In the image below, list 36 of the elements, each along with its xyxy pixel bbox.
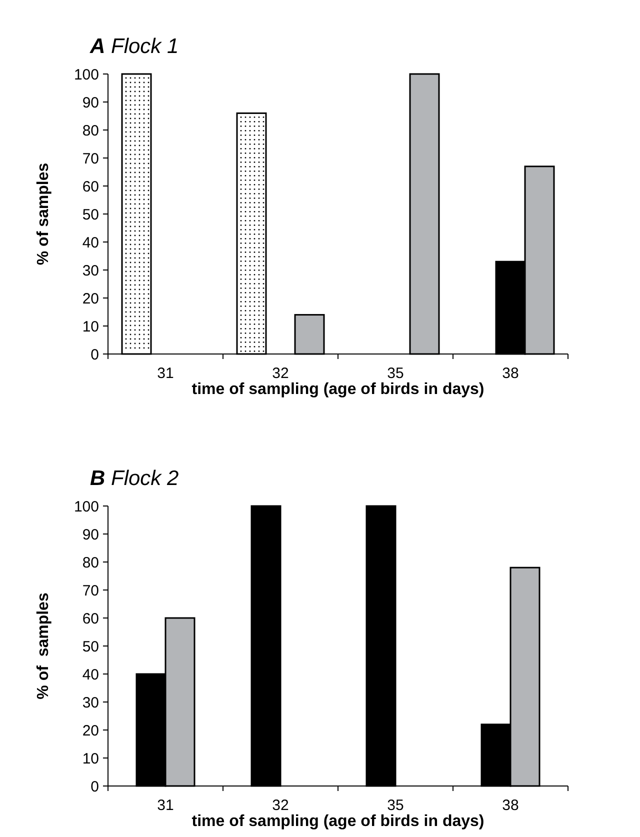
y-axis-title: % of samples: [35, 592, 52, 700]
y-tick-label: 80: [82, 554, 99, 572]
x-tick-label: 38: [502, 365, 519, 382]
x-axis-title: time of sampling (age of birds in days): [192, 813, 484, 830]
y-tick-label: 60: [82, 178, 99, 196]
x-tick-label: 31: [157, 365, 174, 382]
x-tick-label: 32: [272, 365, 289, 382]
x-axis-title: time of sampling (age of birds in days): [192, 381, 484, 398]
y-tick-label: 10: [82, 750, 99, 768]
y-tick-label: 30: [82, 694, 99, 712]
chart-title: A Flock 1: [89, 35, 179, 58]
y-tick-label: 40: [82, 234, 99, 252]
y-tick-label: 20: [82, 722, 99, 740]
y-tick-label: 90: [82, 94, 99, 112]
y-tick-label: 0: [90, 778, 99, 796]
x-tick-label: 35: [387, 365, 404, 382]
x-tick-label: 31: [157, 797, 174, 814]
x-tick-label: 32: [272, 797, 289, 814]
y-tick-label: 80: [82, 122, 99, 140]
x-tick-label: 38: [502, 797, 519, 814]
y-tick-label: 100: [74, 498, 99, 516]
chart-title: B Flock 2: [90, 467, 180, 490]
y-tick-label: 100: [74, 66, 99, 84]
y-tick-label: 10: [82, 318, 99, 336]
y-tick-label: 50: [82, 638, 99, 656]
y-tick-label: 90: [82, 526, 99, 544]
y-tick-label: 30: [82, 262, 99, 280]
x-tick-label: 35: [387, 797, 404, 814]
y-axis-title: % of samples: [35, 162, 52, 266]
y-tick-label: 0: [90, 346, 99, 364]
y-tick-label: 50: [82, 206, 99, 224]
y-tick-label: 70: [82, 582, 99, 600]
y-tick-label: 20: [82, 290, 99, 308]
y-tick-label: 60: [82, 610, 99, 628]
y-tick-label: 70: [82, 150, 99, 168]
y-tick-label: 40: [82, 666, 99, 684]
